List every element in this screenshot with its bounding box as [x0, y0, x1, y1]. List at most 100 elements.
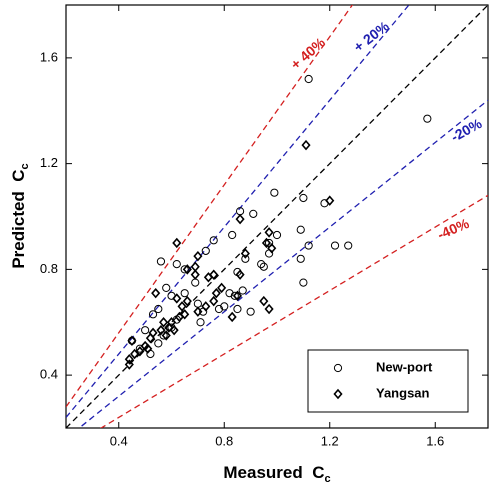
data-point	[211, 287, 221, 299]
reference-label: + 40%	[287, 34, 328, 73]
reference-label: -40%	[435, 215, 472, 243]
data-point	[196, 318, 205, 327]
data-point	[172, 293, 182, 304]
data-point	[235, 213, 245, 225]
x-axis-label-sub: c	[324, 473, 330, 485]
data-point	[130, 348, 140, 360]
legend-label: Yangsan	[376, 385, 430, 400]
y-tick-label: 1.6	[40, 49, 58, 64]
reference-line	[66, 5, 410, 418]
x-axis-label-text: Measured C	[223, 463, 324, 482]
data-point	[299, 193, 308, 203]
data-point	[135, 346, 145, 357]
data-point	[259, 262, 268, 271]
data-point	[154, 339, 163, 348]
legend-box	[307, 349, 469, 413]
data-point	[304, 74, 313, 84]
data-point	[235, 269, 245, 280]
data-point	[241, 254, 250, 263]
y-axis-label-sub: c	[19, 163, 31, 169]
data-point	[169, 324, 179, 336]
data-point	[161, 330, 171, 341]
data-point	[228, 230, 237, 240]
data-point	[325, 195, 335, 206]
data-point	[141, 326, 150, 335]
plot-frame	[65, 4, 489, 429]
data-point	[257, 259, 266, 269]
reference-label: + 20%	[350, 17, 392, 55]
data-point	[296, 225, 305, 234]
data-point	[201, 301, 211, 312]
data-point	[190, 261, 200, 272]
data-point	[209, 295, 219, 307]
data-point	[233, 304, 242, 314]
data-point	[174, 311, 184, 323]
data-point	[180, 265, 189, 274]
data-point	[238, 286, 247, 295]
data-point	[193, 250, 203, 262]
data-point	[164, 322, 174, 333]
x-tick-label: 0.8	[215, 433, 233, 448]
legend-marker	[333, 388, 343, 400]
data-point	[261, 237, 272, 249]
data-point	[209, 236, 218, 245]
data-point	[203, 272, 213, 283]
y-tick-label: 1.2	[40, 155, 58, 170]
data-point	[209, 269, 219, 280]
y-tick-label: 0.8	[40, 261, 58, 276]
data-point	[172, 259, 181, 269]
legend-label: New-port	[376, 359, 433, 374]
reference-line	[78, 99, 488, 428]
data-point	[143, 343, 153, 354]
data-point	[154, 304, 163, 314]
data-point	[227, 311, 237, 323]
data-point	[127, 335, 137, 346]
reference-label: -20%	[448, 115, 485, 145]
data-point	[267, 243, 277, 254]
data-point	[272, 230, 282, 240]
data-point	[159, 317, 169, 328]
data-point	[190, 269, 200, 280]
data-point	[249, 209, 258, 218]
data-point	[304, 241, 313, 250]
data-point	[230, 291, 239, 300]
data-point	[232, 290, 243, 302]
data-point	[240, 248, 250, 259]
data-point	[180, 289, 189, 298]
data-point	[246, 307, 255, 316]
data-point	[162, 283, 171, 292]
data-point	[124, 354, 134, 365]
data-point	[180, 309, 190, 320]
data-point	[156, 257, 166, 266]
data-point	[124, 359, 134, 370]
data-point	[270, 188, 279, 197]
reference-line	[99, 194, 488, 428]
data-point	[148, 327, 158, 339]
data-point	[145, 332, 155, 344]
data-point	[193, 299, 202, 308]
data-point	[172, 237, 182, 249]
data-point	[264, 303, 274, 315]
x-tick-label: 1.6	[426, 433, 444, 448]
data-point	[299, 278, 308, 287]
x-tick-label: 0.4	[110, 433, 128, 448]
data-point	[296, 254, 305, 263]
x-tick-label: 1.2	[321, 433, 339, 448]
data-point	[151, 287, 161, 299]
y-axis-label: Predicted Cc	[9, 163, 30, 268]
data-point	[214, 304, 224, 314]
data-point	[148, 310, 158, 319]
data-point	[259, 295, 269, 307]
y-axis-label-text: Predicted C	[9, 169, 28, 268]
data-point	[156, 324, 166, 336]
data-point	[182, 264, 192, 275]
reference-line	[66, 5, 354, 408]
data-point	[344, 241, 353, 250]
data-point	[423, 114, 432, 123]
y-tick-label: 0.4	[40, 367, 58, 382]
data-point	[301, 139, 311, 151]
data-point	[225, 289, 234, 298]
data-point	[182, 295, 192, 307]
data-point	[264, 227, 274, 238]
